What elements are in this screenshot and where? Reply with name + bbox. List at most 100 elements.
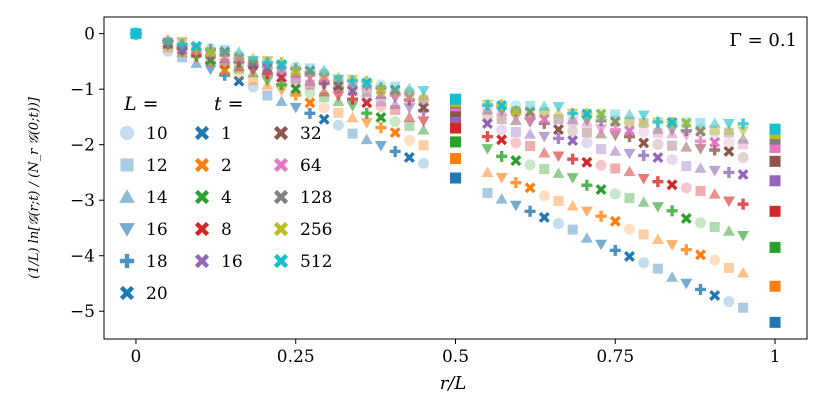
data-point: [403, 151, 415, 163]
data-point: [666, 240, 679, 251]
data-point: [708, 188, 721, 199]
data-point: [680, 117, 692, 129]
data-point: [205, 54, 216, 66]
data-point-endpoint: [769, 123, 781, 135]
data-point: [581, 127, 592, 138]
data-point-midpoint: [450, 136, 461, 148]
data-point: [346, 101, 359, 112]
data-point: [262, 90, 273, 101]
data-point: [566, 173, 579, 184]
data-point: [418, 105, 430, 117]
data-point: [709, 124, 720, 135]
data-point: [219, 46, 231, 58]
data-point: [552, 218, 564, 230]
data-point: [304, 65, 316, 77]
data-point: [389, 89, 401, 101]
data-point: [332, 91, 345, 102]
data-point: [525, 140, 536, 151]
data-point: [403, 94, 415, 106]
data-point: [539, 164, 550, 175]
data-point: [737, 198, 749, 210]
data-point: [319, 69, 330, 80]
data-point: [481, 112, 493, 124]
data-point: [638, 149, 650, 161]
data-point: [347, 93, 359, 105]
data-point-endpoint: [769, 280, 781, 292]
data-point: [723, 166, 735, 178]
data-point: [304, 87, 316, 99]
data-point-midpoint: [450, 153, 461, 165]
data-point: [667, 140, 678, 151]
data-point-origin: [129, 27, 142, 40]
data-point: [403, 82, 416, 94]
data-point: [233, 69, 245, 81]
data-point: [261, 75, 274, 87]
data-point: [219, 64, 231, 76]
data-point-endpoint: [769, 133, 781, 145]
data-point: [404, 88, 415, 99]
data-point: [581, 108, 593, 120]
data-point: [680, 125, 692, 137]
data-point: [695, 125, 706, 137]
y-tick-label: −2: [70, 136, 95, 156]
data-point: [595, 239, 608, 251]
data-point: [510, 155, 522, 167]
gamma-annotation: Γ = 0.1: [729, 30, 797, 51]
data-point: [552, 167, 565, 178]
data-point: [722, 124, 735, 135]
data-point: [609, 244, 621, 256]
x-tick-label: 0.75: [596, 347, 634, 367]
data-point: [360, 133, 373, 145]
legend-t-marker: [273, 157, 289, 173]
legend-t-marker: [273, 125, 289, 141]
data-point: [289, 102, 302, 114]
data-point-midpoint: [450, 105, 461, 117]
data-point: [694, 135, 706, 147]
data-point: [709, 126, 721, 138]
data-point: [623, 131, 635, 143]
data-point: [524, 205, 536, 217]
y-axis-label: (1/L) ln[𝒢(r;t) / (N_r 𝒢(0;t))]: [27, 96, 42, 279]
data-point: [247, 56, 260, 67]
data-point: [610, 109, 621, 120]
data-point: [595, 115, 607, 127]
data-point: [403, 134, 415, 146]
data-point: [510, 177, 522, 189]
data-point: [418, 140, 429, 151]
data-point: [680, 278, 693, 290]
data-point: [538, 211, 550, 223]
data-point: [638, 137, 650, 149]
data-point: [567, 135, 579, 147]
data-point: [652, 176, 664, 188]
data-point: [390, 104, 401, 115]
data-point: [737, 126, 750, 137]
data-point: [233, 75, 245, 87]
data-point-midpoint: [450, 122, 461, 134]
data-point: [389, 127, 401, 139]
data-point: [332, 74, 345, 85]
data-point: [481, 144, 494, 155]
data-point: [694, 124, 706, 136]
y-tick-label: −1: [70, 80, 95, 100]
x-tick-label: 0: [131, 347, 142, 367]
data-point: [290, 65, 302, 77]
data-point: [723, 137, 735, 149]
data-point: [417, 86, 430, 97]
data-point: [232, 46, 245, 57]
data-point: [623, 223, 635, 235]
legend-t-label: 2: [221, 156, 232, 176]
data-point: [722, 225, 735, 236]
legend-L-marker: [119, 253, 135, 269]
data-point: [737, 267, 750, 278]
data-point-endpoint: [769, 141, 781, 153]
data-point: [638, 229, 649, 240]
data-point: [389, 145, 401, 157]
data-point: [538, 190, 550, 202]
data-point: [219, 45, 230, 56]
data-point: [623, 116, 635, 128]
data-point: [538, 100, 551, 111]
data-point: [737, 169, 749, 181]
data-point: [510, 100, 522, 112]
